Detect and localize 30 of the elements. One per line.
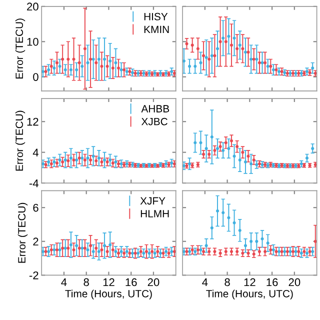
y-tick-label: 6 bbox=[33, 204, 38, 212]
x-tick-label: 12 bbox=[103, 278, 114, 286]
x-tick-label: 4 bbox=[202, 278, 208, 286]
y-axis-title: Error (TECU) bbox=[15, 18, 26, 78]
y-tick-label: 10 bbox=[27, 38, 38, 46]
x-tick-label: 20 bbox=[148, 278, 160, 286]
y-axis-title: Error (TECU) bbox=[18, 202, 28, 263]
x-tick-label: 16 bbox=[266, 278, 278, 286]
x-tick-label: 12 bbox=[244, 278, 256, 286]
y-tick-label: 0 bbox=[33, 73, 38, 81]
y-tick-label: -4 bbox=[29, 179, 38, 188]
legend-label: AHBB bbox=[141, 105, 170, 112]
legend-label: XJFY bbox=[140, 197, 166, 205]
legend-label: HISY bbox=[144, 12, 168, 20]
y-tick-label: 2 bbox=[33, 238, 38, 246]
x-axis-title: Time (Hours, UTC) bbox=[206, 290, 293, 300]
y-tick-label: -2 bbox=[29, 271, 38, 280]
legend-label: KMIN bbox=[144, 26, 169, 34]
x-tick-label: 4 bbox=[61, 278, 67, 286]
y-axis-title: Error (TECU) bbox=[15, 110, 26, 171]
x-tick-label: 20 bbox=[288, 278, 300, 286]
x-tick-label: 16 bbox=[126, 278, 137, 286]
x-tick-label: 8 bbox=[84, 278, 89, 286]
y-tick-label: 12 bbox=[27, 118, 38, 126]
y-tick-label: 4 bbox=[32, 148, 38, 156]
x-tick-label: 8 bbox=[224, 278, 230, 286]
y-tick-label: 20 bbox=[27, 2, 38, 11]
legend-label: XJBC bbox=[141, 118, 168, 126]
x-axis-title: Time (Hours, UTC) bbox=[65, 290, 152, 300]
legend-label: HLMH bbox=[140, 210, 169, 218]
